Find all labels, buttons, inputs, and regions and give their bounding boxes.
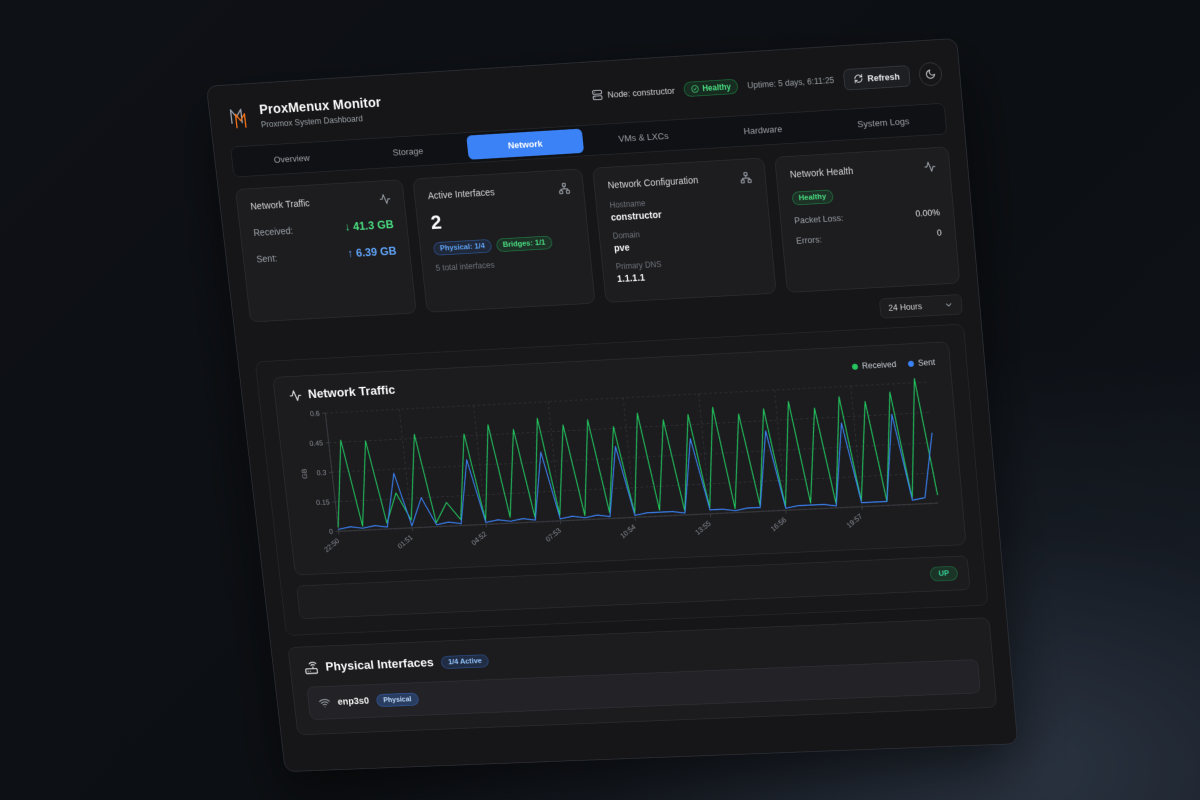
network-configuration-card: Network Configuration Hostname construct… (592, 157, 777, 303)
svg-text:0.45: 0.45 (309, 439, 323, 448)
svg-text:07:53: 07:53 (544, 527, 562, 544)
sent-value: ↑ 6.39 GB (346, 244, 398, 260)
wifi-icon (318, 697, 331, 709)
stat-cards-row: Network Traffic Received: ↓ 41.3 GB Sent… (235, 146, 961, 323)
physical-interfaces-title: Physical Interfaces (324, 655, 435, 674)
brand: ProxMenux Monitor Proxmox System Dashboa… (225, 95, 383, 131)
refresh-icon (853, 74, 863, 84)
top-bar: ProxMenux Monitor Proxmox System Dashboa… (224, 51, 943, 140)
svg-text:0.15: 0.15 (316, 498, 330, 507)
up-status-badge: UP (929, 565, 959, 582)
tab-storage[interactable]: Storage (392, 145, 424, 158)
svg-text:01:51: 01:51 (396, 533, 414, 550)
activity-icon (923, 160, 936, 173)
card-title: Network Configuration (607, 174, 699, 191)
card-title: Network Health (789, 165, 854, 180)
network-health-card: Network Health Healthy Packet Loss: 0.00… (774, 146, 961, 293)
svg-text:04:52: 04:52 (470, 530, 488, 547)
svg-text:0.6: 0.6 (310, 410, 321, 418)
legend-dot-received (851, 363, 859, 370)
active-count-badge: 1/4 Active (440, 654, 490, 670)
server-icon (591, 89, 603, 100)
theme-toggle-button[interactable] (918, 61, 943, 87)
health-status-badge: Healthy (683, 78, 739, 98)
activity-icon (288, 389, 302, 403)
svg-text:19:57: 19:57 (845, 512, 864, 529)
network-icon (558, 182, 571, 195)
tab-network[interactable]: Network (466, 128, 585, 160)
active-interfaces-card: Active Interfaces 2 Physical: 1/4 Bridge… (412, 168, 596, 313)
svg-text:16:56: 16:56 (769, 516, 788, 533)
physical-count-badge: Physical: 1/4 (432, 239, 492, 256)
tab-overview[interactable]: Overview (273, 152, 311, 165)
interface-type-badge: Physical (375, 692, 420, 708)
card-title: Active Interfaces (427, 186, 496, 202)
router-icon (304, 661, 319, 676)
sent-label: Sent: (255, 252, 278, 265)
check-circle-icon (691, 85, 700, 94)
time-range-select[interactable]: 24 Hours (878, 294, 963, 319)
moon-icon (925, 68, 937, 80)
activity-icon (379, 193, 390, 204)
card-title: Network Traffic (249, 197, 311, 212)
interface-name: enp3s0 (337, 695, 370, 708)
network-tab-panel: Network Traffic Received Sent 0 0.15 0.3 0. (254, 323, 989, 636)
network-traffic-card: Network Traffic Received: ↓ 41.3 GB Sent… (235, 179, 417, 323)
tab-system-logs[interactable]: System Logs (856, 115, 910, 130)
proxmenux-logo-icon (225, 103, 253, 131)
network-traffic-line-chart: 0 0.15 0.3 0.45 0.6 GB 22:50 01:51 04:52 07:53 10:… (300, 374, 950, 554)
chevron-down-icon (944, 300, 954, 310)
svg-text:0: 0 (329, 528, 334, 536)
svg-text:GB: GB (300, 468, 309, 479)
bridges-count-badge: Bridges: 1/1 (495, 235, 553, 253)
health-badge: Healthy (791, 189, 834, 206)
network-traffic-chart-card: Network Traffic Received Sent 0 0.15 0.3 0. (272, 341, 967, 576)
uptime-text: Uptime: 5 days, 6:11:25 (746, 75, 835, 91)
node-status-bar: Node: constructor Healthy Uptime: 5 days… (591, 61, 943, 107)
packet-loss-label: Packet Loss: (793, 212, 844, 226)
received-label: Received: (252, 225, 294, 239)
node-label: Node: constructor (606, 85, 676, 100)
svg-text:22:50: 22:50 (323, 537, 341, 554)
chart-title: Network Traffic (307, 383, 396, 402)
dashboard-window: ProxMenux Monitor Proxmox System Dashboa… (206, 37, 1019, 773)
node-chip: Node: constructor (591, 85, 675, 101)
total-interfaces-text: 5 total interfaces (435, 260, 496, 273)
tab-hardware[interactable]: Hardware (743, 123, 783, 136)
legend-dot-sent (907, 360, 915, 367)
active-interfaces-count: 2 (429, 211, 443, 234)
chart-legend: Received Sent (851, 358, 936, 372)
network-tree-icon (739, 171, 752, 184)
svg-text:13:55: 13:55 (694, 520, 713, 537)
packet-loss-value: 0.00% (914, 207, 941, 219)
legend-sent: Sent (907, 358, 936, 369)
refresh-button[interactable]: Refresh (842, 64, 911, 91)
errors-value: 0 (936, 227, 943, 238)
received-value: ↓ 41.3 GB (343, 217, 395, 234)
physical-interfaces-card: Physical Interfaces 1/4 Active enp3s0 Ph… (287, 617, 998, 736)
errors-label: Errors: (795, 234, 823, 246)
svg-text:10:54: 10:54 (619, 523, 638, 540)
legend-received: Received (851, 360, 897, 372)
tab-vms-lxcs[interactable]: VMs & LXCs (617, 130, 670, 144)
svg-text:0.3: 0.3 (316, 469, 327, 477)
